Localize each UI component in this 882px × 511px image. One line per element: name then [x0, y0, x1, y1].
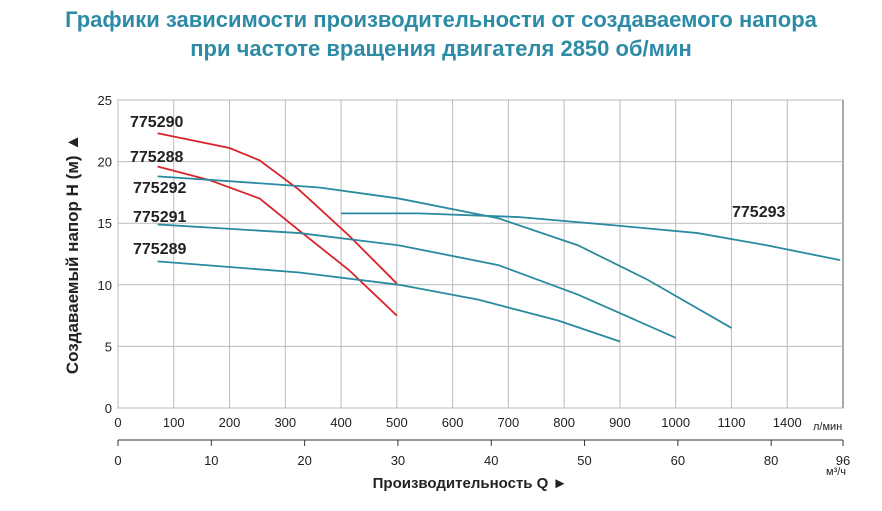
y-tick-label: 5	[105, 339, 112, 354]
series-label: 775291	[133, 209, 186, 226]
plot-frame	[117, 99, 844, 409]
y-tick-label: 15	[98, 216, 112, 231]
series-line	[157, 260, 621, 343]
series-line	[157, 132, 398, 285]
x-tick-label: 0	[114, 415, 121, 430]
y-axis-label: Создаваемый напор H (м) ▲	[63, 134, 82, 374]
x-tick-label: 1400	[773, 415, 802, 430]
x2-tick-label: 20	[297, 453, 311, 468]
y-tick-label: 20	[98, 155, 112, 170]
x2-tick-label: 96	[836, 453, 850, 468]
x-tick-label: 500	[386, 415, 408, 430]
x-tick-label: 1000	[661, 415, 690, 430]
series-label: 775289	[133, 241, 186, 258]
x-unit: л/мин	[813, 421, 842, 433]
x-tick-label: 900	[609, 415, 631, 430]
x-tick-label: 800	[553, 415, 575, 430]
chart-title: при частоте вращения двигателя 2850 об/м…	[190, 36, 692, 61]
x-tick-label: 1100	[717, 415, 745, 430]
x2-tick-label: 10	[204, 453, 218, 468]
y-tick-label: 25	[98, 93, 112, 108]
x2-tick-label: 60	[671, 453, 685, 468]
x2-tick-label: 50	[577, 453, 591, 468]
y-tick-label: 10	[98, 278, 112, 293]
x2-tick-label: 30	[391, 453, 405, 468]
series-label: 775292	[133, 180, 186, 197]
series-label: 775290	[130, 114, 183, 131]
x-tick-label: 100	[163, 415, 185, 430]
x2-tick-label: 40	[484, 453, 498, 468]
x-tick-label: 200	[219, 415, 241, 430]
x-tick-label: 400	[330, 415, 352, 430]
x-tick-label: 300	[274, 415, 296, 430]
series-line	[341, 212, 841, 262]
chart-title: Графики зависимости производительности о…	[65, 7, 818, 32]
series-line	[157, 175, 732, 329]
y-tick-label: 0	[105, 401, 112, 416]
series-label: 775293	[732, 204, 785, 221]
x2-tick-label: 0	[114, 453, 121, 468]
series-line	[157, 223, 677, 339]
x2-unit: м³/ч	[826, 466, 846, 478]
x-axis-label: Производительность Q ►	[373, 475, 568, 492]
series-line	[157, 165, 398, 317]
x-tick-label: 700	[498, 415, 520, 430]
series-label: 775288	[130, 149, 183, 166]
x2-tick-label: 80	[764, 453, 778, 468]
x-tick-label: 600	[442, 415, 464, 430]
